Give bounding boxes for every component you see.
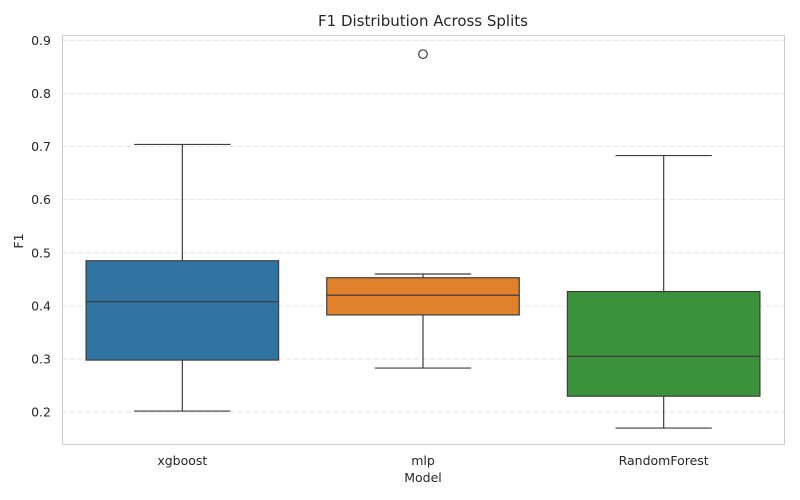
outlier-point: [418, 49, 428, 60]
y-axis-ticks: 0.2 0.3 0.4 0.5 0.6 0.7 0.8 0.9: [31, 33, 51, 420]
x-tick-label: xgboost: [157, 453, 207, 468]
y-tick-label: 0.7: [31, 139, 51, 154]
iqr-box: [85, 260, 280, 361]
iqr-box: [326, 277, 520, 316]
y-tick-label: 0.2: [31, 405, 51, 420]
x-tick-label: mlp: [411, 453, 435, 468]
y-tick-label: 0.4: [31, 298, 51, 313]
y-tick-label: 0.9: [31, 33, 51, 48]
iqr-box: [566, 290, 761, 397]
box-RandomForest: [566, 154, 761, 429]
y-axis-label: F1: [11, 233, 26, 248]
y-tick-label: 0.5: [31, 245, 51, 260]
chart-title: F1 Distribution Across Splits: [318, 12, 528, 30]
box-mlp: [326, 49, 520, 369]
box-series: [85, 49, 761, 429]
x-axis-ticks: xgboost mlp RandomForest: [157, 453, 708, 468]
y-tick-label: 0.6: [31, 192, 51, 207]
y-tick-label: 0.3: [31, 352, 51, 367]
x-tick-label: RandomForest: [619, 453, 709, 468]
box-xgboost: [85, 143, 280, 412]
y-tick-label: 0.8: [31, 86, 51, 101]
plot-frame: [62, 35, 785, 445]
x-axis-label: Model: [404, 470, 442, 485]
